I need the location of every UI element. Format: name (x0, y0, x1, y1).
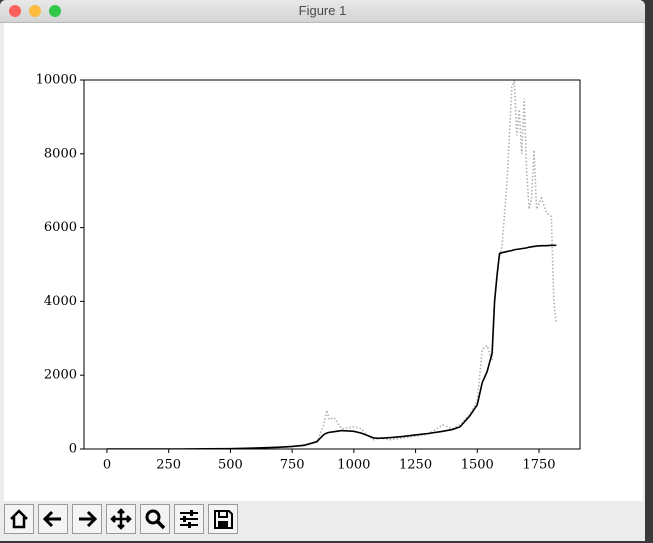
x-tick-label: 1750 (522, 458, 555, 473)
forward-button[interactable] (72, 504, 102, 534)
series-line (106, 244, 557, 449)
y-tick-label: 2000 (44, 368, 77, 383)
x-tick-label: 750 (280, 458, 305, 473)
configure-button[interactable] (174, 504, 204, 534)
pan-button[interactable] (106, 504, 136, 534)
y-tick-label: 8000 (44, 146, 77, 161)
y-tick-label: 10000 (36, 73, 77, 88)
y-tick-label: 6000 (44, 220, 77, 235)
y-tick-label: 4000 (44, 294, 77, 309)
x-tick-label: 250 (156, 458, 181, 473)
close-button[interactable] (9, 5, 21, 17)
x-tick-label: 500 (218, 458, 243, 473)
figure: 0 2000 4000 6000 8000 10000 0 250 500 750 1000 1250… (4, 23, 643, 501)
save-button[interactable] (208, 504, 238, 534)
zoom-tool-button[interactable] (140, 504, 170, 534)
home-button[interactable] (4, 504, 34, 534)
minimize-button[interactable] (29, 5, 41, 17)
back-button[interactable] (38, 504, 68, 534)
plot-frame (83, 79, 581, 450)
x-tick-label: 1500 (461, 458, 494, 473)
x-tick-label: 0 (103, 458, 111, 473)
x-tick-label: 1250 (399, 458, 432, 473)
series-line (106, 80, 558, 449)
x-tick-label: 1000 (337, 458, 370, 473)
window-title: Figure 1 (298, 3, 347, 18)
y-tick-label: 0 (69, 442, 77, 457)
zoom-button[interactable] (49, 5, 61, 17)
title-bar: Figure 1 (0, 0, 645, 23)
